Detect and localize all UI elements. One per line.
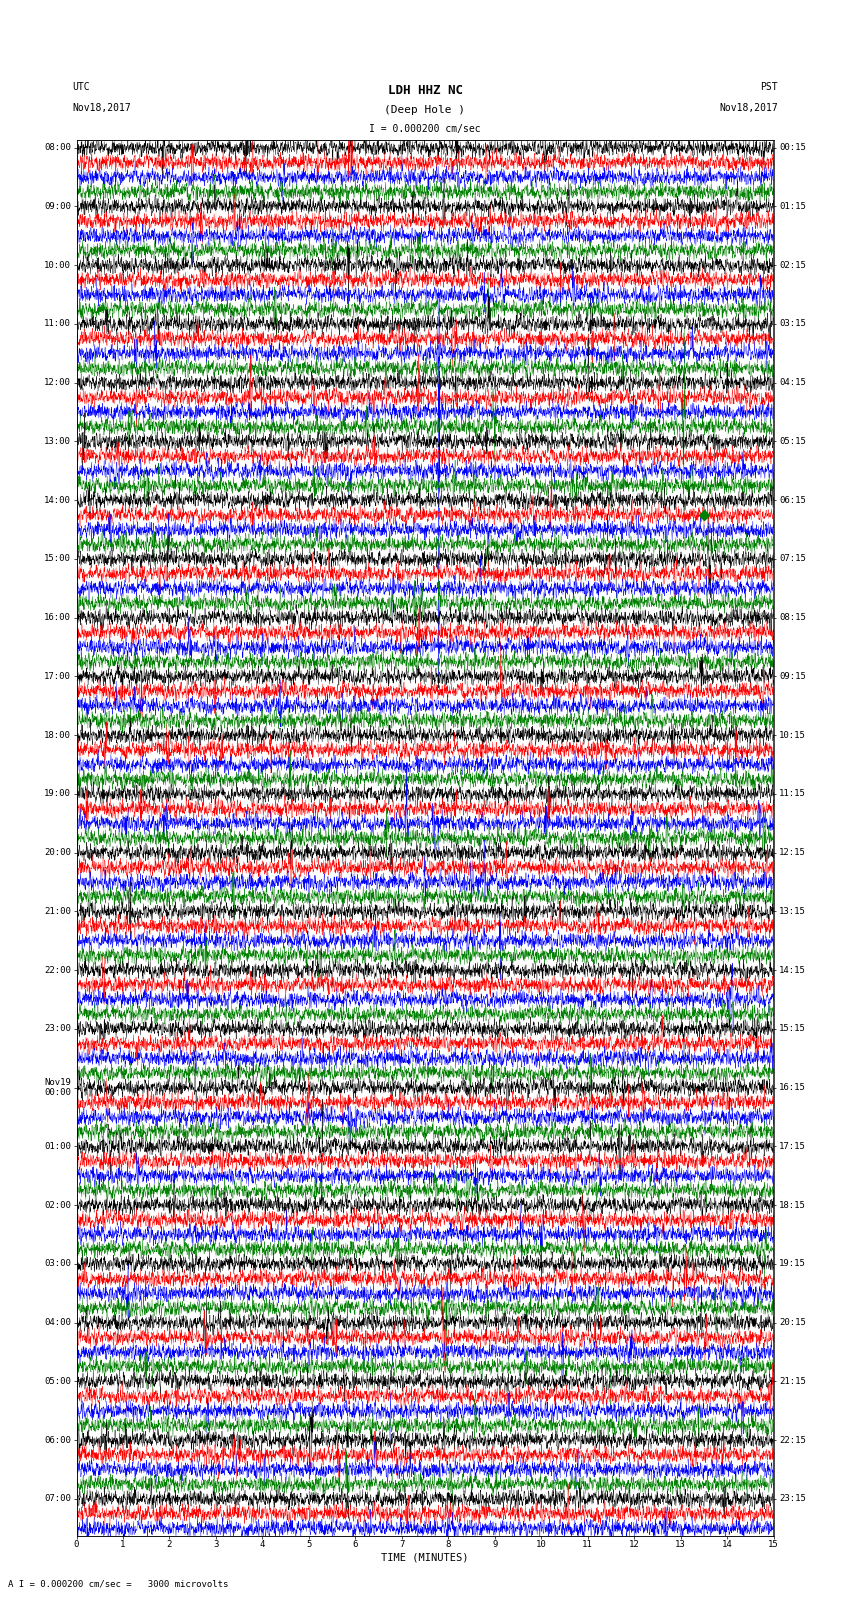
- Text: Nov18,2017: Nov18,2017: [719, 103, 778, 113]
- Text: UTC: UTC: [72, 82, 90, 92]
- Text: A I = 0.000200 cm/sec =   3000 microvolts: A I = 0.000200 cm/sec = 3000 microvolts: [8, 1579, 229, 1589]
- Text: LDH HHZ NC: LDH HHZ NC: [388, 84, 462, 97]
- Text: I = 0.000200 cm/sec: I = 0.000200 cm/sec: [369, 124, 481, 134]
- X-axis label: TIME (MINUTES): TIME (MINUTES): [382, 1553, 468, 1563]
- Text: PST: PST: [760, 82, 778, 92]
- Text: Nov18,2017: Nov18,2017: [72, 103, 131, 113]
- Text: (Deep Hole ): (Deep Hole ): [384, 105, 466, 115]
